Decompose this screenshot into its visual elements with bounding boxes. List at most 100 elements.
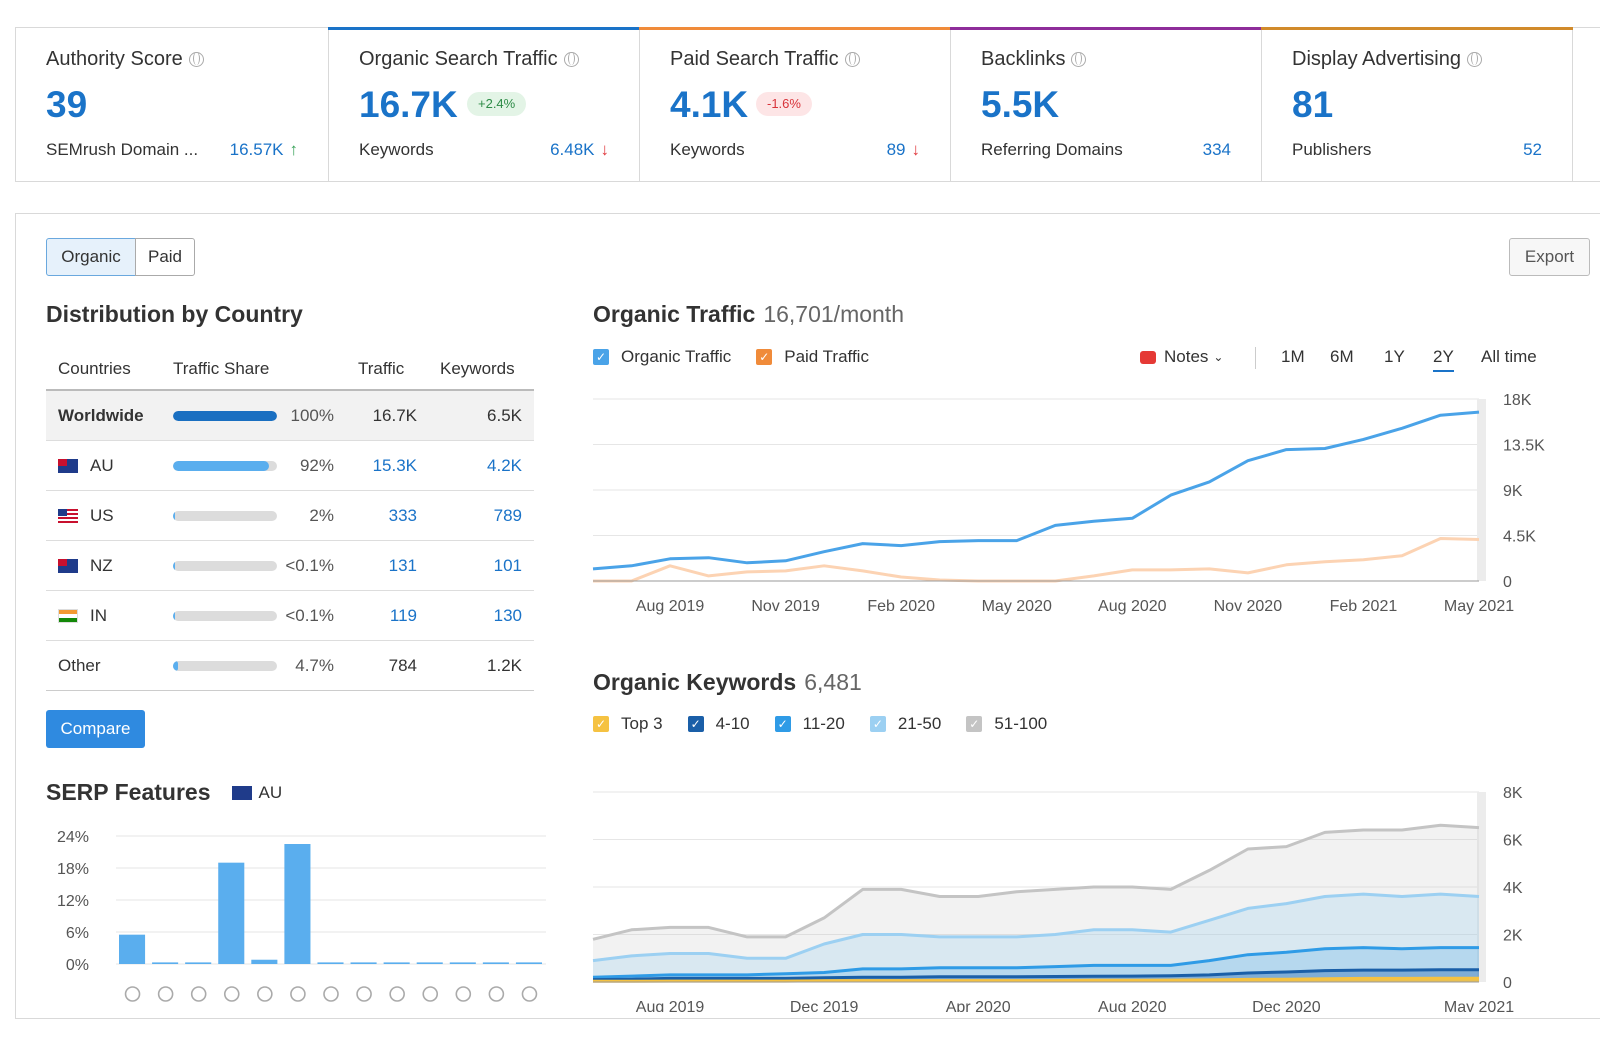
serp-bar[interactable] [317, 962, 344, 964]
col-header-keywords[interactable]: Keywords [440, 359, 515, 378]
metric-value[interactable]: 5.5K [981, 84, 1060, 125]
metric-sub-value[interactable]: 16.57K ↑ [230, 140, 298, 160]
video-icon[interactable] [323, 986, 339, 1002]
country-row[interactable]: NZ <0.1% 131 101 [46, 541, 534, 591]
serp-bar[interactable] [416, 962, 443, 964]
metric-value[interactable]: 4.1K [670, 84, 749, 125]
metric-title[interactable]: Display Advertising [1292, 48, 1482, 71]
col-header-countries[interactable]: Countries [58, 359, 131, 378]
metric-value[interactable]: 81 [1292, 84, 1334, 125]
compare-button[interactable]: Compare [46, 710, 145, 748]
image-icon[interactable] [422, 986, 439, 1002]
series-line[interactable] [592, 823, 1480, 941]
organic-toggle-button[interactable]: Organic [46, 238, 136, 276]
country-row[interactable]: US 2% 333 789 [46, 491, 534, 541]
metric-sub-value[interactable]: 6.48K ↓ [550, 140, 609, 160]
serp-bar[interactable] [152, 962, 179, 964]
serp-bar[interactable] [383, 962, 410, 964]
checkbox-icon[interactable]: ✓ [966, 716, 983, 732]
serp-bar[interactable] [515, 962, 542, 964]
serp-bar[interactable] [185, 962, 212, 964]
traffic-value[interactable]: 119 [389, 606, 417, 625]
metric-title[interactable]: Authority Score [46, 48, 204, 71]
keywords-value[interactable]: 101 [493, 556, 522, 575]
organic-traffic-title: Organic Traffic [593, 301, 756, 327]
metric-value[interactable]: 16.7K [359, 84, 458, 125]
map-pin-icon[interactable] [157, 986, 174, 1002]
traffic-value[interactable]: 131 [388, 556, 417, 575]
globe-icon[interactable] [844, 52, 860, 67]
series-line[interactable] [592, 946, 1479, 979]
metric-sub-value[interactable]: 334 [1203, 140, 1231, 160]
legend-item[interactable]: ✓ Paid Traffic [756, 347, 869, 367]
metric-value[interactable]: 39 [46, 84, 88, 125]
keywords-value[interactable]: 4.2K [487, 456, 522, 475]
news-icon[interactable] [190, 986, 207, 1002]
serp-bar[interactable] [482, 962, 509, 964]
serp-bar[interactable] [251, 959, 278, 964]
checkbox-icon[interactable]: ✓ [593, 716, 609, 732]
range-tab[interactable]: All time [1481, 347, 1537, 366]
serp-bar[interactable] [218, 862, 245, 964]
country-row[interactable]: Worldwide 100% 16.7K 6.5K [46, 391, 534, 441]
legend-item[interactable]: ✓ 11-20 [774, 714, 845, 734]
globe-icon[interactable] [188, 52, 204, 67]
globe-icon[interactable] [563, 52, 579, 67]
legend-item[interactable]: ✓ 51-100 [966, 714, 1047, 734]
checkbox-icon[interactable]: ✓ [687, 716, 704, 732]
country-row[interactable]: IN <0.1% 119 130 [46, 591, 534, 641]
col-header-traffic[interactable]: Traffic [358, 359, 405, 378]
metric-sub-value[interactable]: 52 [1523, 140, 1542, 160]
distribution-title: Distribution by Country [46, 301, 303, 327]
series-line[interactable] [592, 892, 1480, 963]
serp-bar[interactable] [350, 962, 377, 964]
checkbox-icon[interactable]: ✓ [869, 716, 886, 732]
play-icon[interactable] [455, 986, 472, 1002]
checkbox-icon[interactable]: ✓ [774, 716, 791, 732]
legend-item[interactable]: ✓ Organic Traffic [593, 347, 731, 367]
traffic-share-value: 100% [290, 406, 334, 425]
metric-sub-value[interactable]: 89 ↓ [887, 140, 920, 160]
range-tab[interactable]: 6M [1330, 347, 1354, 366]
series-line[interactable] [592, 968, 1479, 982]
checkbox-icon[interactable]: ✓ [593, 349, 609, 365]
graduation-cap-icon[interactable] [124, 986, 141, 1002]
export-button[interactable]: Export [1509, 238, 1590, 276]
serp-country[interactable]: AU [232, 783, 282, 803]
metric-title[interactable]: Backlinks [981, 48, 1087, 71]
country-row[interactable]: Other 4.7% 784 1.2K [46, 641, 534, 691]
paid-toggle-button[interactable]: Paid [135, 238, 195, 276]
range-tab[interactable]: 1Y [1384, 347, 1405, 366]
help-icon[interactable] [521, 986, 538, 1002]
globe-icon[interactable] [1466, 52, 1482, 67]
metric-title[interactable]: Paid Search Traffic [670, 48, 860, 71]
notes-dropdown[interactable]: Notes ⌄ [1140, 347, 1223, 367]
serp-bar[interactable] [449, 962, 476, 964]
traffic-value[interactable]: 15.3K [372, 456, 417, 475]
country-row[interactable]: AU 92% 15.3K 4.2K [46, 441, 534, 491]
keywords-value[interactable]: 130 [493, 606, 522, 625]
metric-title[interactable]: Organic Search Traffic [359, 48, 579, 71]
range-tab[interactable]: 2Y [1433, 347, 1454, 372]
serp-bar[interactable] [284, 844, 311, 964]
legend-item[interactable]: ✓ 4-10 [687, 714, 750, 734]
series-line[interactable] [592, 410, 1480, 571]
image-pack-icon[interactable] [223, 986, 240, 1002]
keywords-value[interactable]: 789 [493, 506, 522, 525]
link-icon[interactable] [257, 986, 273, 1002]
series-line[interactable] [593, 976, 1479, 983]
legend-item[interactable]: ✓ Top 3 [593, 714, 663, 734]
y-tick-label: 13.5K [1503, 438, 1545, 455]
serp-bar[interactable] [119, 934, 146, 964]
traffic-value[interactable]: 333 [388, 506, 417, 525]
crown-icon[interactable] [389, 986, 405, 1002]
video-box-icon[interactable] [356, 986, 372, 1002]
question-box-icon[interactable] [488, 986, 505, 1002]
metric-card: Authority Score 39 SEMrush Domain ... 16.57… [16, 28, 329, 181]
star-icon[interactable] [290, 986, 306, 1002]
col-header-traffic-share[interactable]: Traffic Share [173, 359, 270, 378]
legend-item[interactable]: ✓ 21-50 [869, 714, 941, 734]
range-tab[interactable]: 1M [1281, 347, 1305, 366]
globe-icon[interactable] [1071, 52, 1087, 67]
checkbox-icon[interactable]: ✓ [756, 349, 773, 365]
